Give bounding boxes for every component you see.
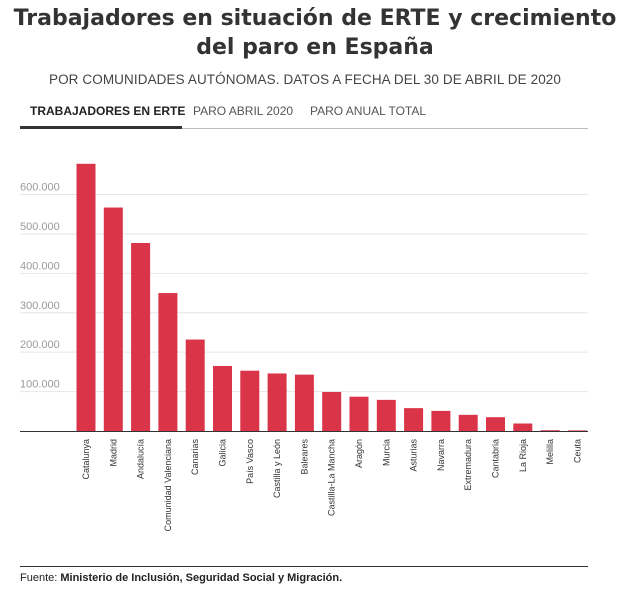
x-tick-label: La Rioja — [518, 439, 528, 472]
chart-title-line-1: Trabajadores en situación de ERTE y crec… — [13, 6, 617, 31]
bar[interactable] — [540, 430, 560, 431]
x-tick-label: Canarias — [190, 439, 200, 476]
bar[interactable] — [76, 163, 96, 431]
x-tick-label: Comunidad Valenciana — [163, 439, 173, 531]
y-tick-label: 100.000 — [20, 379, 60, 391]
bar-chart: 100.000 200.000 300.000 400.000 500.000 600.0… — [20, 163, 588, 532]
y-tick-label: 600.000 — [20, 182, 60, 194]
chart-title-line-2: del paro en España — [196, 35, 434, 60]
category-labels: Catalunya Madrid Andalucía Comunidad Valenc… — [81, 439, 582, 532]
bar[interactable] — [158, 293, 178, 431]
source-note: Fuente: Ministerio de Inclusión, Segurid… — [20, 572, 342, 584]
tab-paro-abril-2020[interactable]: PARO ABRIL 2020 — [193, 104, 294, 118]
bar[interactable] — [322, 391, 342, 431]
x-tick-label: Extremadura — [463, 439, 473, 491]
x-tick-label: Cantabria — [491, 439, 501, 478]
x-tick-label: Aragón — [354, 439, 364, 468]
x-tick-label: Navarra — [436, 439, 446, 471]
bar[interactable] — [185, 339, 205, 431]
bar[interactable] — [431, 410, 451, 431]
y-tick-label: 400.000 — [20, 260, 60, 272]
x-tick-label: Castilla y León — [272, 439, 282, 498]
bar[interactable] — [486, 417, 505, 431]
chart-title: Trabajadores en situación de ERTE y crec… — [0, 4, 630, 62]
x-tick-label: Catalunya — [81, 439, 91, 480]
tab-paro-anual-total[interactable]: PARO ANUAL TOTAL — [310, 104, 427, 118]
footer-divider — [20, 566, 588, 567]
source-prefix: Fuente: — [20, 572, 61, 584]
x-tick-label: País Vasco — [245, 439, 255, 484]
y-tick-label: 500.000 — [20, 221, 60, 233]
source-name: Ministerio de Inclusión, Seguridad Socia… — [60, 572, 343, 584]
y-tick-label: 300.000 — [20, 300, 60, 312]
x-tick-label: Galicia — [218, 439, 228, 467]
chart-subtitle: POR COMUNIDADES AUTÓNOMAS. DATOS A FECHA… — [48, 72, 562, 87]
bar[interactable] — [567, 430, 587, 431]
bar[interactable] — [404, 408, 424, 431]
bar[interactable] — [240, 370, 260, 431]
y-axis-labels: 100.000 200.000 300.000 400.000 500.000 600.0… — [20, 182, 60, 391]
bar[interactable] — [349, 396, 369, 431]
bars — [76, 163, 587, 431]
x-tick-label: Melilla — [545, 439, 555, 465]
x-tick-label: Ceuta — [572, 439, 582, 463]
bar[interactable] — [376, 399, 396, 431]
active-tab-indicator — [20, 126, 182, 129]
x-tick-label: Andalucía — [136, 439, 146, 479]
bar[interactable] — [458, 414, 478, 431]
x-tick-label: Madrid — [108, 439, 118, 467]
bar[interactable] — [513, 423, 533, 431]
y-tick-label: 200.000 — [20, 339, 60, 351]
x-tick-label: Baleares — [299, 439, 309, 475]
bar[interactable] — [131, 243, 151, 431]
bar[interactable] — [294, 374, 314, 431]
bar[interactable] — [213, 365, 232, 431]
x-tick-label: Murcia — [381, 439, 391, 466]
x-tick-label: Castilla-La Mancha — [327, 439, 337, 516]
bar[interactable] — [103, 207, 123, 431]
bar[interactable] — [267, 373, 287, 431]
tab-trabajadores-erte[interactable]: TRABAJADORES EN ERTE — [30, 104, 186, 118]
x-tick-label: Asturias — [409, 439, 419, 472]
tab-bar: TRABAJADORES EN ERTE PARO ABRIL 2020 PAR… — [20, 102, 588, 129]
